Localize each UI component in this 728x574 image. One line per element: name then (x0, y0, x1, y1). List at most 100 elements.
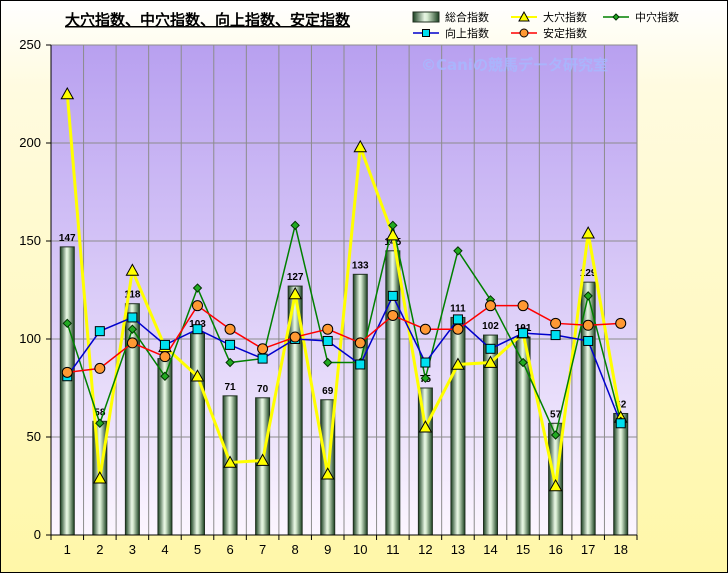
data-point (92, 471, 107, 484)
x-tick-label: 12 (418, 542, 432, 557)
data-point (354, 337, 366, 349)
data-point (190, 369, 205, 382)
data-point (483, 355, 498, 368)
bar-data-label: 111 (450, 303, 466, 314)
data-point (485, 343, 496, 354)
data-point (550, 317, 562, 329)
data-point (323, 357, 333, 368)
data-point (550, 330, 561, 341)
data-point (548, 478, 563, 492)
x-tick-label: 8 (292, 542, 299, 557)
data-point (518, 10, 530, 22)
bar (417, 387, 433, 536)
watermark: ©Caniの競馬データ研究室 (421, 56, 608, 74)
x-tick-label: 1 (64, 542, 71, 557)
data-point (60, 86, 75, 100)
data-point (127, 312, 138, 323)
bar-data-label: 69 (322, 386, 334, 397)
data-point (615, 317, 627, 329)
x-tick-label: 7 (259, 542, 266, 557)
bar-data-label: 127 (287, 272, 304, 283)
bar-data-label: 62 (615, 399, 627, 410)
bar (59, 246, 75, 536)
bar-data-label: 102 (482, 321, 499, 332)
y-tick-label: 250 (19, 37, 41, 52)
x-tick-label: 5 (194, 542, 201, 557)
data-point (320, 467, 335, 480)
data-point (290, 220, 300, 231)
y-tick-label: 150 (19, 233, 41, 248)
data-point (387, 290, 398, 301)
legend-label: 大穴指数 (543, 10, 587, 24)
data-point (387, 309, 399, 321)
x-tick-label: 14 (483, 542, 497, 557)
data-point (160, 371, 170, 381)
data-point (550, 430, 561, 440)
data-point (288, 286, 303, 300)
data-point (388, 220, 398, 231)
series-lines (60, 86, 628, 492)
data-point (61, 366, 73, 378)
x-tick-label: 16 (548, 542, 562, 557)
data-point (94, 362, 106, 374)
bar-data-label: 118 (124, 290, 141, 301)
data-point (125, 263, 140, 276)
legend-label: 安定指数 (543, 26, 587, 40)
data-point (418, 420, 433, 433)
data-point (581, 226, 596, 239)
data-point (452, 314, 463, 325)
data-point (223, 455, 237, 468)
data-point (583, 291, 593, 301)
data-point (612, 13, 620, 21)
data-point (255, 453, 270, 466)
y-tick-label: 50 (27, 429, 41, 444)
data-point (355, 359, 366, 370)
x-tick-label: 11 (386, 542, 400, 557)
data-point (225, 357, 235, 368)
bar (450, 316, 466, 536)
data-point (159, 351, 171, 363)
bar-data-label: 57 (550, 409, 562, 420)
data-point (517, 300, 529, 312)
data-point (192, 324, 203, 335)
data-point (289, 331, 301, 343)
data-point (224, 323, 236, 335)
bar-data-label: 71 (224, 382, 236, 393)
bar-data-label: 70 (257, 384, 269, 395)
data-point (353, 139, 368, 153)
x-tick-label: 15 (516, 542, 530, 557)
data-point (322, 323, 334, 335)
data-point (615, 418, 626, 429)
bar (352, 273, 368, 536)
data-point (519, 28, 529, 38)
x-tick-label: 18 (613, 542, 627, 557)
data-point (420, 373, 431, 383)
data-point (127, 324, 138, 334)
x-tick-label: 17 (581, 542, 595, 557)
legend-label: 向上指数 (445, 26, 489, 40)
data-point (452, 323, 464, 335)
series-line (65, 93, 623, 487)
data-point (385, 228, 400, 241)
data-point (126, 337, 138, 349)
chart-title: 大穴指数、中穴指数、向上指数、安定指数 (65, 11, 351, 29)
data-point (159, 339, 170, 350)
data-point (257, 343, 269, 355)
x-tick-label: 3 (129, 542, 136, 557)
bar (255, 397, 271, 536)
x-tick-label: 4 (161, 542, 168, 557)
series-line (66, 225, 622, 438)
bar-data-label: 58 (94, 407, 106, 418)
data-point (422, 29, 430, 37)
x-tick-label: 9 (324, 542, 331, 557)
data-point (420, 357, 431, 368)
legend-label: 総合指数 (445, 10, 489, 24)
y-tick-label: 100 (19, 331, 41, 346)
x-tick-label: 6 (226, 542, 233, 557)
data-point (518, 328, 529, 339)
bar (190, 332, 205, 536)
data-point (453, 246, 463, 256)
